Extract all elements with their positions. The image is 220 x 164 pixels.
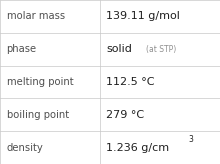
Text: boiling point: boiling point [7, 110, 69, 120]
Text: solid: solid [106, 44, 132, 54]
Text: density: density [7, 143, 43, 153]
Text: 112.5 °C: 112.5 °C [106, 77, 155, 87]
Text: phase: phase [7, 44, 37, 54]
Text: melting point: melting point [7, 77, 73, 87]
Text: 139.11 g/mol: 139.11 g/mol [106, 11, 180, 21]
Text: 1.236 g/cm: 1.236 g/cm [106, 143, 169, 153]
Text: (at STP): (at STP) [146, 45, 176, 54]
Text: 279 °C: 279 °C [106, 110, 144, 120]
Text: molar mass: molar mass [7, 11, 65, 21]
Text: 3: 3 [189, 135, 194, 144]
